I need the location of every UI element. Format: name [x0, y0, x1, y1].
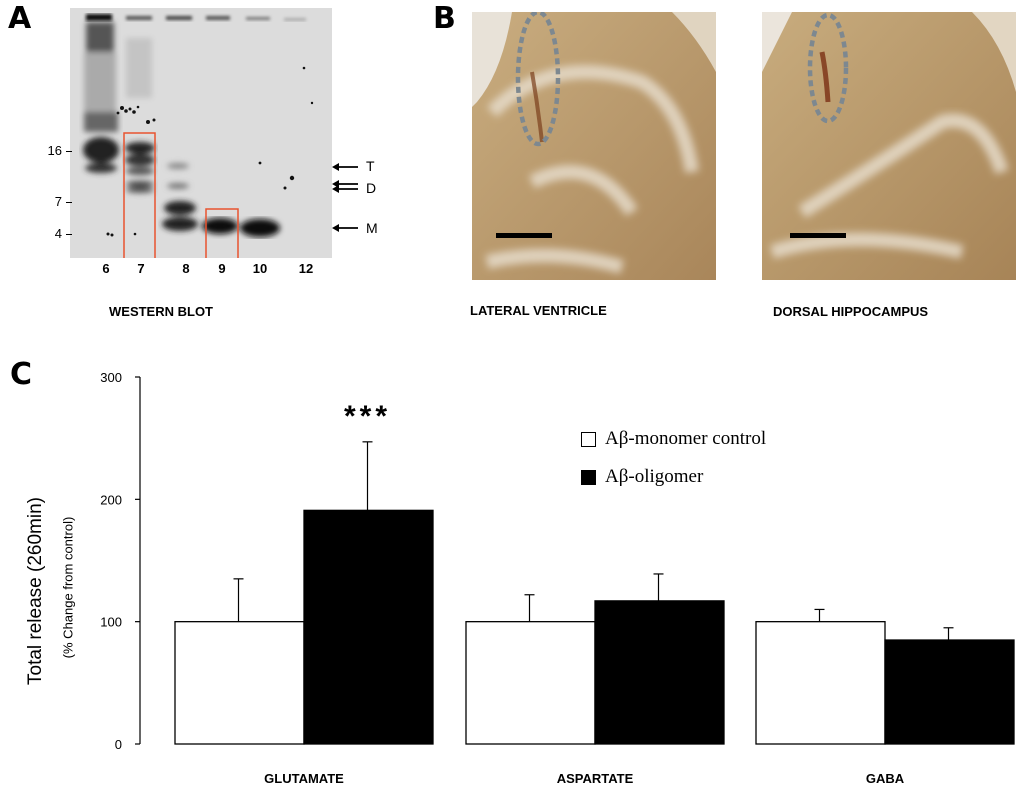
x-category-label: ASPARTATE	[557, 771, 634, 786]
bar-glutamate-series-0	[174, 621, 305, 745]
bar-glutamate-series-1	[303, 509, 434, 745]
mw-marker-7: 7	[54, 194, 62, 209]
legend-swatch-oligomer	[581, 469, 596, 485]
lane-9-highlight-box	[205, 208, 239, 258]
dorsal-hippocampus-section-image	[762, 12, 1016, 280]
y-axis-title: Total release (260min)	[25, 497, 46, 685]
western-blot-caption: WESTERN BLOT	[109, 304, 213, 319]
band-arrows	[332, 163, 358, 232]
bar-gaba-series-0	[755, 621, 886, 745]
band-label-trimer: T	[366, 158, 375, 174]
x-category-label: GABA	[866, 771, 905, 786]
significance-annotation: ***	[344, 400, 391, 433]
mw-tick-16	[66, 151, 72, 152]
legend-label-monomer: Aβ-monomer control	[605, 428, 767, 449]
band-label-monomer: M	[366, 220, 378, 236]
mw-marker-16: 16	[47, 143, 62, 158]
dorsal-hippocampus-caption: DORSAL HIPPOCAMPUS	[773, 304, 929, 319]
mw-tick-7	[66, 202, 72, 203]
lane-7-highlight-box	[123, 132, 156, 258]
y-tick-label: 200	[100, 492, 122, 507]
legend: Aβ-monomer control Aβ-oligomer	[581, 426, 766, 490]
lane-label-12: 12	[298, 261, 314, 276]
legend-item-monomer: Aβ-monomer control	[581, 426, 766, 452]
lateral-ventricle-caption: LATERAL VENTRICLE	[470, 303, 607, 318]
y-tick-label: 0	[115, 737, 122, 752]
mw-marker-4: 4	[54, 226, 62, 241]
legend-label-oligomer: Aβ-oligomer	[605, 466, 704, 487]
panel-c-letter: C	[10, 357, 33, 392]
mw-tick-4	[66, 234, 72, 235]
lane-label-6: 6	[102, 261, 110, 276]
panel-a-letter: A	[8, 1, 32, 36]
western-blot-image	[70, 8, 332, 258]
bar-aspartate-series-1	[594, 600, 725, 745]
lateral-ventricle-section-image	[472, 12, 716, 280]
legend-swatch-monomer	[581, 431, 596, 447]
injection-site-outline	[515, 12, 561, 147]
band-label-dimer: D	[366, 180, 377, 196]
lane-label-9: 9	[218, 261, 226, 276]
y-axis-subtitle: (% Change from control)	[60, 516, 76, 659]
lane-label-8: 8	[182, 261, 190, 276]
bar-gaba-series-1	[884, 639, 1015, 745]
scale-bar	[496, 233, 552, 238]
panel-b-letter: B	[433, 1, 456, 36]
injection-site-outline	[807, 12, 849, 124]
x-category-label: GLUTAMATE	[264, 771, 344, 786]
y-tick-label: 300	[100, 370, 122, 385]
y-tick-label: 100	[100, 615, 122, 630]
lane-label-7: 7	[137, 261, 145, 276]
legend-item-oligomer: Aβ-oligomer	[581, 464, 766, 490]
lane-label-10: 10	[252, 261, 268, 276]
scale-bar	[790, 233, 846, 238]
release-bar-chart: 0 100 200 300 GLUTAMATE ASPARTATE GABA ***	[100, 370, 1015, 786]
bar-aspartate-series-0	[465, 621, 596, 745]
